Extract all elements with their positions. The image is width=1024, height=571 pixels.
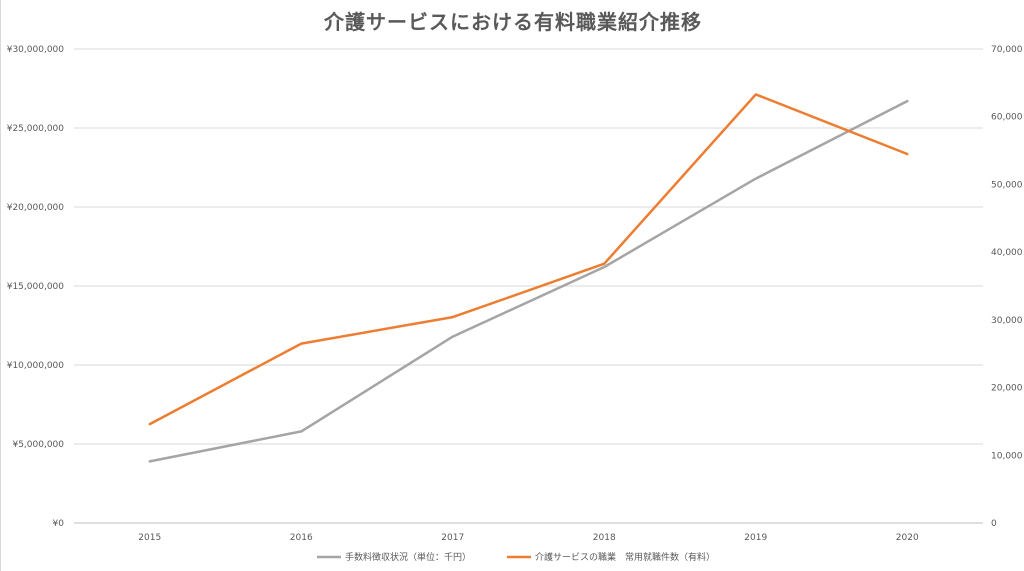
right-y-axis: 0 10,000 20,000 30,000 40,000 50,000 60,000 70,… [991, 45, 1023, 529]
right-tick-label: 20,000 [991, 384, 1023, 394]
left-y-axis: ¥0 ¥5,000,000 ¥10,000,000 ¥15,000,000 ¥20,00… [7, 45, 65, 529]
x-tick-label: 2016 [290, 533, 313, 543]
x-tick-label: 2019 [744, 533, 767, 543]
left-tick-label: ¥20,000,000 [7, 203, 65, 213]
right-tick-label: 30,000 [991, 316, 1023, 326]
right-tick-label: 40,000 [991, 248, 1023, 258]
x-tick-label: 2015 [138, 533, 161, 543]
right-tick-label: 50,000 [991, 180, 1023, 190]
gridlines [74, 48, 983, 524]
right-tick-label: 10,000 [991, 451, 1023, 461]
legend-label: 介護サービスの職業 常用就職件数（有料） [535, 551, 715, 563]
left-tick-label: ¥5,000,000 [12, 440, 64, 450]
left-tick-label: ¥15,000,000 [7, 282, 65, 292]
right-tick-label: 70,000 [991, 45, 1023, 55]
x-tick-label: 2020 [896, 533, 919, 543]
series-lines [148, 93, 909, 463]
series-line-2 [148, 93, 909, 426]
right-tick-label: 0 [991, 519, 997, 529]
x-tick-label: 2018 [593, 533, 616, 543]
legend: 手数料徴収状況（単位：千円） 介護サービスの職業 常用就職件数（有料） [317, 551, 715, 563]
left-tick-label: ¥10,000,000 [7, 361, 65, 371]
x-tick-label: 2017 [441, 533, 464, 543]
x-axis: 2015 2016 2017 2018 2019 2020 [138, 533, 919, 543]
chart-title: 介護サービスにおける有料職業紹介推移 [324, 10, 702, 34]
legend-label: 手数料徴収状況（単位：千円） [345, 551, 471, 563]
left-tick-label: ¥25,000,000 [7, 124, 65, 134]
left-tick-label: ¥30,000,000 [7, 45, 65, 55]
series-line-1 [148, 99, 909, 463]
right-tick-label: 60,000 [991, 113, 1023, 123]
left-tick-label: ¥0 [53, 519, 65, 529]
